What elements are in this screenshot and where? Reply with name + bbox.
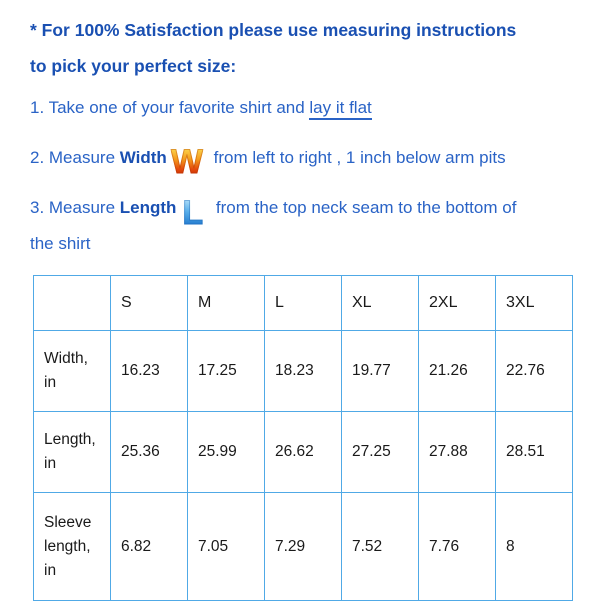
step3-line-1: 3. Measure Length L from the top neck sea…: [30, 190, 580, 232]
width-value-l: 18.23: [264, 330, 342, 412]
table-row-sleeve-length: Sleeve length, in 6.82 7.05 7.29 7.52 7.…: [33, 492, 573, 601]
sleeve-value-2xl: 7.76: [418, 492, 496, 601]
step1-text: 1. Take one of your favorite shirt and: [30, 98, 310, 117]
sleeve-value-l: 7.29: [264, 492, 342, 601]
size-chart-table: S M L XL 2XL 3XL Width, in 16.23 17.25 1…: [33, 275, 573, 601]
step3-text: 3. Measure: [30, 198, 120, 217]
width-value-2xl: 21.26: [418, 330, 496, 412]
step2-text: 2. Measure: [30, 148, 120, 167]
corner-cell: [33, 275, 111, 331]
length-letter-icon: L: [182, 193, 204, 232]
sleeve-value-s: 6.82: [110, 492, 188, 601]
length-keyword: Length: [119, 198, 177, 217]
step3-line-2: the shirt: [30, 234, 91, 253]
length-value-l: 26.62: [264, 411, 342, 493]
sleeve-value-3xl: 8: [495, 492, 573, 601]
table-header-row: S M L XL 2XL 3XL: [33, 275, 573, 331]
length-value-xl: 27.25: [341, 411, 419, 493]
width-value-3xl: 22.76: [495, 330, 573, 412]
row-label-length: Length, in: [33, 411, 111, 493]
row-label-sleeve: Sleeve length, in: [33, 492, 111, 601]
sleeve-value-m: 7.05: [187, 492, 265, 601]
table-row-length: Length, in 25.36 25.99 26.62 27.25 27.88…: [33, 411, 573, 493]
length-value-3xl: 28.51: [495, 411, 573, 493]
table-row-width: Width, in 16.23 17.25 18.23 19.77 21.26 …: [33, 330, 573, 412]
width-value-m: 17.25: [187, 330, 265, 412]
heading-line-1: * For 100% Satisfaction please use measu…: [30, 20, 517, 40]
instruction-step-1: 1. Take one of your favorite shirt and l…: [30, 90, 580, 126]
satisfaction-heading: * For 100% Satisfaction please use measu…: [30, 12, 580, 84]
step2-suffix: from left to right , 1 inch below arm pi…: [208, 148, 506, 167]
lay-it-flat-link[interactable]: lay it flat: [309, 98, 372, 120]
instruction-step-3: 3. Measure Length L from the top neck sea…: [30, 190, 580, 262]
column-header-l: L: [264, 275, 342, 331]
column-header-xl: XL: [341, 275, 419, 331]
width-value-xl: 19.77: [341, 330, 419, 412]
length-value-s: 25.36: [110, 411, 188, 493]
heading-line-2: to pick your perfect size:: [30, 56, 237, 76]
width-value-s: 16.23: [110, 330, 188, 412]
instruction-step-2: 2. Measure Width W from left to right , 1…: [30, 140, 580, 181]
column-header-3xl: 3XL: [495, 275, 573, 331]
row-label-width: Width, in: [33, 330, 111, 412]
column-header-m: M: [187, 275, 265, 331]
step3-suffix: from the top neck seam to the bottom of: [211, 198, 517, 217]
column-header-2xl: 2XL: [418, 275, 496, 331]
sleeve-value-xl: 7.52: [341, 492, 419, 601]
length-value-m: 25.99: [187, 411, 265, 493]
length-value-2xl: 27.88: [418, 411, 496, 493]
column-header-s: S: [110, 275, 188, 331]
width-keyword: Width: [119, 148, 167, 167]
width-letter-icon: W: [170, 142, 203, 181]
